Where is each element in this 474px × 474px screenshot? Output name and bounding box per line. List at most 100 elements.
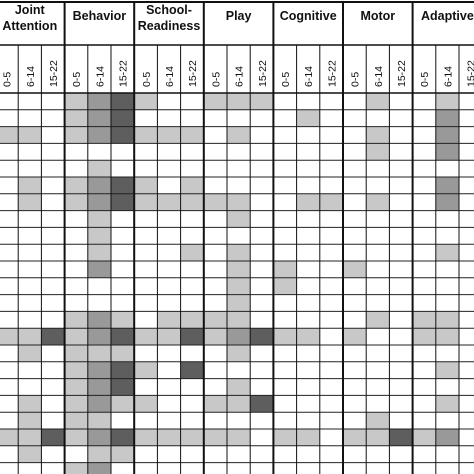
heatmap-cell xyxy=(87,244,111,261)
heatmap-cell xyxy=(180,361,204,379)
heatmap-cell xyxy=(412,429,436,446)
heatmap-cell xyxy=(157,328,181,345)
heatmap-cell xyxy=(412,311,436,329)
age-group-label: 0-5 xyxy=(210,72,222,87)
heatmap-cell xyxy=(227,345,251,362)
heatmap-cell xyxy=(296,328,320,345)
heatmap-cell xyxy=(134,429,158,446)
heatmap-cell xyxy=(180,126,204,144)
heatmap-cell xyxy=(435,109,459,127)
heatmap-cell xyxy=(64,126,88,144)
heatmap-cell xyxy=(0,429,19,446)
age-group-label: 0-5 xyxy=(2,72,14,87)
heatmap-cell xyxy=(435,177,459,194)
heatmap-cell xyxy=(157,193,181,211)
heatmap-cell xyxy=(87,378,111,396)
heatmap-cell xyxy=(18,412,42,429)
age-group-label: 0-5 xyxy=(141,72,153,87)
heatmap-cell xyxy=(64,109,88,127)
age-group-label: 6-14 xyxy=(442,66,454,87)
heatmap-cell xyxy=(412,328,436,345)
heatmap-cell xyxy=(180,244,204,261)
heatmap-cell xyxy=(87,160,111,177)
heatmap-cell xyxy=(250,328,274,345)
heatmap-cell xyxy=(227,294,251,312)
heatmap-cell xyxy=(203,311,227,329)
heatmap-cell xyxy=(87,429,111,446)
heatmap-cell xyxy=(343,261,367,278)
heatmap-cell xyxy=(64,177,88,194)
heatmap-cell xyxy=(134,328,158,345)
domain-title: Motor xyxy=(360,9,395,23)
heatmap-cell xyxy=(18,445,42,463)
heatmap-cell xyxy=(41,429,65,446)
age-group-label: 15-22 xyxy=(326,60,338,87)
heatmap-cell xyxy=(203,328,227,345)
heatmap-cell xyxy=(64,429,88,446)
heatmap-cell xyxy=(64,328,88,345)
heatmap-cell xyxy=(296,193,320,211)
heatmap-cell xyxy=(180,328,204,345)
heatmap-cell xyxy=(343,429,367,446)
heatmap-cell xyxy=(366,429,390,446)
heatmap-cell xyxy=(18,193,42,211)
heatmap-cell xyxy=(435,193,459,211)
heatmap-cell xyxy=(435,395,459,413)
heatmap-cell xyxy=(87,227,111,245)
heatmap-cell xyxy=(111,429,135,446)
heatmap-cell xyxy=(435,143,459,161)
heatmap-cell xyxy=(157,311,181,329)
heatmap-cell xyxy=(227,277,251,295)
heatmap-cell xyxy=(87,261,111,278)
heatmap-cell xyxy=(319,193,343,211)
heatmap-cell xyxy=(227,378,251,396)
heatmap-cell xyxy=(227,429,251,446)
heatmap-cell xyxy=(250,93,274,110)
heatmap-cell xyxy=(366,193,390,211)
age-group-label: 6-14 xyxy=(373,66,385,87)
domain-title: Play xyxy=(226,9,252,23)
heatmap-cell xyxy=(227,395,251,413)
heatmap-cell xyxy=(111,177,135,194)
heatmap-cell xyxy=(87,445,111,463)
heatmap-cell xyxy=(134,361,158,379)
heatmap-cell xyxy=(111,395,135,413)
heatmap-cell xyxy=(64,193,88,211)
heatmap-cell xyxy=(227,261,251,278)
age-group-label: 0-5 xyxy=(71,72,83,87)
heatmap-cell xyxy=(435,311,459,329)
heatmap-cell xyxy=(0,126,19,144)
domain-title: Joint Attention xyxy=(2,3,57,33)
age-group-label: 6-14 xyxy=(164,66,176,87)
heatmap-cell xyxy=(180,429,204,446)
heatmap-cell xyxy=(134,93,158,110)
heatmap-cell xyxy=(366,126,390,144)
heatmap-cell xyxy=(87,462,111,474)
age-group-label: 0-5 xyxy=(350,72,362,87)
heatmap-cell xyxy=(227,126,251,144)
heatmap-cell xyxy=(366,143,390,161)
heatmap-cell xyxy=(18,126,42,144)
heatmap-cell xyxy=(87,126,111,144)
heatmap-cell xyxy=(227,244,251,261)
heatmap-cell xyxy=(157,126,181,144)
domain-title: Behavior xyxy=(73,9,127,23)
heatmap-cell xyxy=(18,328,42,345)
heatmap-cell xyxy=(111,193,135,211)
heatmap-cell xyxy=(296,109,320,127)
age-group-label: 0-5 xyxy=(419,72,431,87)
heatmap-cell xyxy=(64,361,88,379)
heatmap-cell xyxy=(203,395,227,413)
heatmap-cell xyxy=(273,277,297,295)
heatmap-cell xyxy=(64,462,88,474)
heatmap-cell xyxy=(111,109,135,127)
heatmap-cell xyxy=(134,126,158,144)
heatmap-cell xyxy=(366,93,390,110)
heatmap-cell xyxy=(273,328,297,345)
heatmap-cell xyxy=(64,395,88,413)
domain-title: School-Readiness xyxy=(138,3,201,33)
heatmap-cell xyxy=(203,93,227,110)
heatmap-cell xyxy=(87,345,111,362)
heatmap-cell xyxy=(87,412,111,429)
heatmap-cell xyxy=(64,345,88,362)
